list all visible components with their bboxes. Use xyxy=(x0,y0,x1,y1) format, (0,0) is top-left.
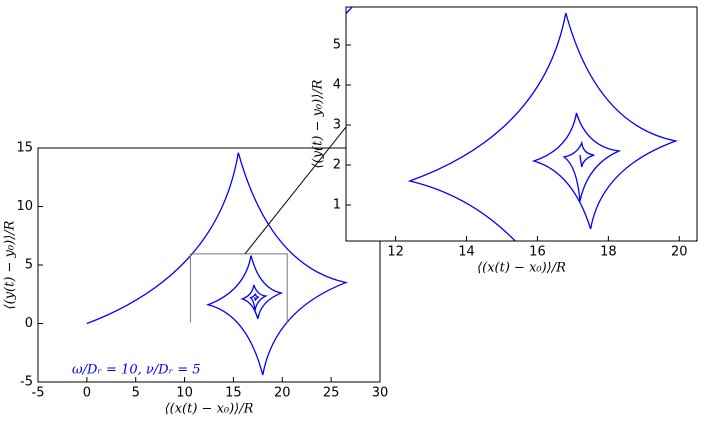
x-tick-label: 30 xyxy=(372,386,389,401)
x-tick-label: 5 xyxy=(132,386,140,401)
y-tick-label: 5 xyxy=(25,258,33,273)
plot-area xyxy=(37,147,381,383)
y-tick-label: 15 xyxy=(16,141,33,156)
x-tick-label: 16 xyxy=(529,245,546,260)
annotation: ω/Dᵣ = 10, ν/Dᵣ = 5 xyxy=(72,363,201,378)
x-tick-label: 0 xyxy=(83,386,91,401)
x-tick-label: 12 xyxy=(387,245,404,260)
y-tick-label: 0 xyxy=(25,316,33,331)
x-tick-label: 25 xyxy=(323,386,340,401)
y-axis-label: ⟨(y(t) − y₀)⟩/R xyxy=(3,220,18,309)
y-tick-label: 10 xyxy=(16,199,33,214)
x-axis-label: ⟨(x(t) − x₀)⟩/R xyxy=(477,261,566,276)
y-tick-label: 3 xyxy=(333,118,341,133)
x-axis-label: ⟨(x(t) − x₀)⟩/R xyxy=(165,402,254,417)
y-tick-label: 1 xyxy=(333,198,341,213)
y-axis-label: ⟨(y(t) − y₀)⟩/R xyxy=(311,79,326,168)
x-tick-label: 20 xyxy=(671,245,688,260)
y-tick-label: 4 xyxy=(333,78,341,93)
x-tick-label: 15 xyxy=(225,386,242,401)
x-tick-label: 18 xyxy=(600,245,617,260)
x-tick-label: 10 xyxy=(176,386,193,401)
plot-area xyxy=(345,6,698,242)
y-tick-label: -5 xyxy=(20,375,33,390)
axes-frame xyxy=(37,147,381,383)
x-tick-label: 20 xyxy=(274,386,291,401)
y-tick-label: 2 xyxy=(333,158,341,173)
zoom-box xyxy=(189,253,288,323)
zoom-connector xyxy=(244,126,347,255)
trajectory xyxy=(86,152,349,376)
y-tick-label: 5 xyxy=(333,38,341,53)
x-tick-label: -5 xyxy=(32,386,45,401)
x-tick-label: 14 xyxy=(458,245,475,260)
axes-frame xyxy=(345,6,698,242)
